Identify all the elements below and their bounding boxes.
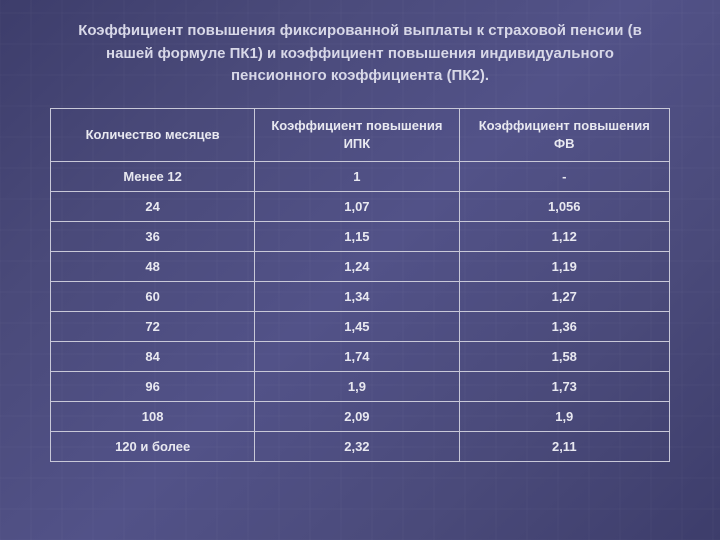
- cell-months: 60: [51, 281, 255, 311]
- table-row: 108 2,09 1,9: [51, 401, 670, 431]
- cell-ipk: 1,07: [255, 191, 459, 221]
- cell-ipk: 2,32: [255, 431, 459, 461]
- cell-ipk: 1,24: [255, 251, 459, 281]
- cell-fv: 1,73: [459, 371, 669, 401]
- cell-months: 108: [51, 401, 255, 431]
- cell-ipk: 2,09: [255, 401, 459, 431]
- slide-title: Коэффициент повышения фиксированной выпл…: [50, 20, 670, 88]
- cell-months: 48: [51, 251, 255, 281]
- header-months: Количество месяцев: [51, 108, 255, 161]
- cell-fv: 1,12: [459, 221, 669, 251]
- cell-fv: 1,58: [459, 341, 669, 371]
- cell-months: 72: [51, 311, 255, 341]
- cell-months: 36: [51, 221, 255, 251]
- coefficients-table: Количество месяцев Коэффициент повышения…: [50, 108, 670, 462]
- cell-fv: 1,36: [459, 311, 669, 341]
- table-row: 120 и более 2,32 2,11: [51, 431, 670, 461]
- table-header-row: Количество месяцев Коэффициент повышения…: [51, 108, 670, 161]
- cell-fv: 1,9: [459, 401, 669, 431]
- cell-months: 84: [51, 341, 255, 371]
- table-row: 84 1,74 1,58: [51, 341, 670, 371]
- header-fv: Коэффициент повышения ФВ: [459, 108, 669, 161]
- cell-months: Менее 12: [51, 161, 255, 191]
- cell-fv: 2,11: [459, 431, 669, 461]
- cell-fv: 1,27: [459, 281, 669, 311]
- table-row: 96 1,9 1,73: [51, 371, 670, 401]
- table-row: 36 1,15 1,12: [51, 221, 670, 251]
- cell-ipk: 1: [255, 161, 459, 191]
- table-row: Менее 12 1 -: [51, 161, 670, 191]
- cell-ipk: 1,34: [255, 281, 459, 311]
- cell-ipk: 1,9: [255, 371, 459, 401]
- cell-ipk: 1,15: [255, 221, 459, 251]
- table-row: 72 1,45 1,36: [51, 311, 670, 341]
- cell-fv: -: [459, 161, 669, 191]
- cell-fv: 1,19: [459, 251, 669, 281]
- table-row: 60 1,34 1,27: [51, 281, 670, 311]
- cell-fv: 1,056: [459, 191, 669, 221]
- table-row: 24 1,07 1,056: [51, 191, 670, 221]
- table-row: 48 1,24 1,19: [51, 251, 670, 281]
- table-body: Менее 12 1 - 24 1,07 1,056 36 1,15 1,12 …: [51, 161, 670, 461]
- cell-months: 96: [51, 371, 255, 401]
- cell-ipk: 1,74: [255, 341, 459, 371]
- cell-months: 120 и более: [51, 431, 255, 461]
- header-ipk: Коэффициент повышения ИПК: [255, 108, 459, 161]
- cell-ipk: 1,45: [255, 311, 459, 341]
- cell-months: 24: [51, 191, 255, 221]
- slide-container: Коэффициент повышения фиксированной выпл…: [0, 0, 720, 482]
